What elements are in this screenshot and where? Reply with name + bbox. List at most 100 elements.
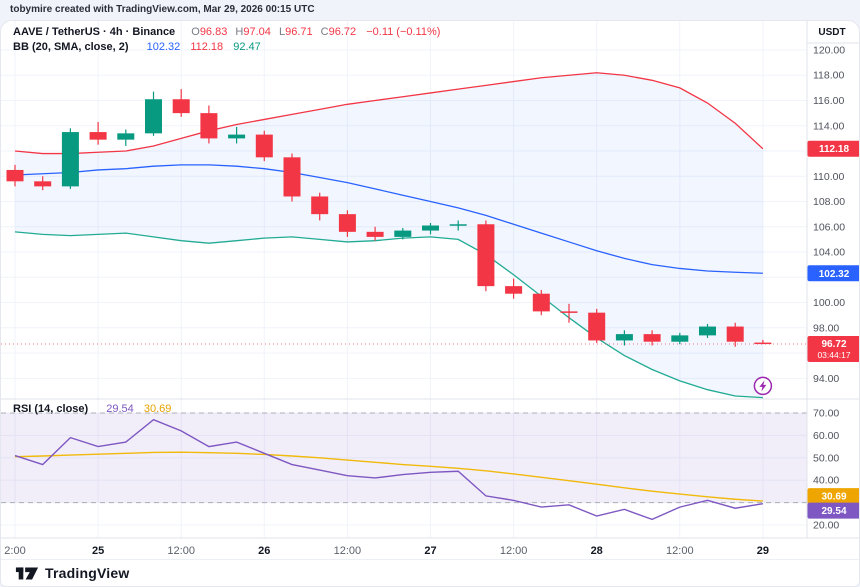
- svg-text:30.69: 30.69: [821, 492, 846, 503]
- time-tick-label: 27: [424, 545, 436, 557]
- candles: [6, 89, 772, 347]
- price-tick-label: 106.00: [813, 221, 845, 233]
- time-tick-label: 12:00: [167, 545, 195, 557]
- chart-card: USDT120.00118.00116.00114.00112.00110.00…: [0, 20, 860, 587]
- time-tick-label: 29: [757, 545, 769, 557]
- price-tick-label: 104.00: [813, 247, 845, 259]
- candle-body: [338, 214, 356, 232]
- time-tick-label: 12:00: [500, 545, 528, 557]
- price-tick-label: 110.00: [813, 171, 844, 183]
- bb-title[interactable]: BB (20, SMA, close, 2): [13, 41, 129, 53]
- bb-lower-value: 92.47: [233, 41, 261, 53]
- rsi-ma-line: [14, 451, 763, 502]
- bb-basis-value: 102.32: [146, 41, 181, 53]
- candle-body: [6, 169, 24, 182]
- change-value: −0.11 (−0.11%): [366, 26, 441, 38]
- bb-basis-line: [14, 164, 763, 274]
- bb-legend: BB (20, SMA, close, 2) 102.32 112.18 92.…: [13, 41, 261, 53]
- brand-name[interactable]: TradingView: [45, 565, 130, 581]
- rsi-band-fill: [1, 412, 807, 503]
- bb-lower-line: [14, 231, 763, 399]
- candle-body: [394, 230, 412, 237]
- time-axis[interactable]: 2:00 25 12:00 26 12:00 27 12:00 28 12:00 29: [4, 545, 769, 557]
- time-tick-label: 12:00: [666, 545, 694, 557]
- time-tick-label: 2:00: [4, 545, 25, 557]
- price-tick-label: 116.00: [813, 95, 844, 107]
- rsi-ma-value: 30.69: [143, 403, 172, 415]
- low-value: 96.71: [285, 26, 313, 38]
- candle-body: [532, 293, 550, 312]
- price-tick-label: 114.00: [813, 120, 844, 132]
- candle-body: [671, 335, 689, 342]
- time-tick-label: 28: [591, 545, 603, 557]
- axis-unit-label: USDT: [818, 27, 845, 38]
- candle-body: [560, 311, 578, 313]
- open-value: 96.83: [199, 26, 228, 38]
- price-tick-label: 100.00: [813, 297, 845, 309]
- candle-body: [89, 132, 107, 140]
- rsi-legend: RSI (14, close) 29.54 30.69: [13, 403, 171, 415]
- candle-body: [422, 225, 439, 231]
- rsi-tick-label: 50.00: [813, 452, 839, 464]
- candle-body: [228, 134, 246, 139]
- lightning-marker-icon[interactable]: [753, 376, 773, 396]
- candle-body: [61, 132, 79, 187]
- rsi-ma-badge: 30.69: [807, 488, 859, 505]
- rsi-title[interactable]: RSI (14, close): [13, 403, 89, 415]
- open-label: O: [191, 26, 200, 38]
- candle-body: [505, 286, 523, 294]
- high-value: 97.04: [243, 26, 271, 38]
- candle-body: [117, 133, 135, 140]
- candle-body: [615, 334, 633, 341]
- svg-text:112.18: 112.18: [819, 144, 849, 155]
- close-value: 96.72: [328, 26, 357, 38]
- symbol-title[interactable]: AAVE / TetherUS · 4h · Binance: [13, 26, 176, 38]
- price-tick-label: 98.00: [813, 322, 839, 334]
- svg-text:03:44:17: 03:44:17: [817, 350, 850, 360]
- chart-canvas[interactable]: USDT120.00118.00116.00114.00112.00110.00…: [1, 21, 860, 561]
- bb-upper-value: 112.18: [190, 41, 224, 53]
- candle-body: [255, 134, 273, 158]
- bb-upper-price-badge: 112.18: [807, 140, 859, 157]
- candle-body: [588, 312, 606, 341]
- rsi-line: [14, 418, 764, 521]
- candle-body: [726, 326, 744, 342]
- svg-text:102.32: 102.32: [819, 269, 850, 280]
- candle-body: [699, 326, 716, 336]
- rsi-tick-label: 70.00: [813, 407, 839, 419]
- price-tick-label: 94.00: [813, 373, 839, 385]
- candle-body: [754, 342, 772, 345]
- rsi-tick-label: 40.00: [813, 475, 839, 487]
- price-tick-label: 120.00: [813, 44, 845, 56]
- bb-upper-line: [14, 72, 764, 155]
- candle-body: [34, 181, 52, 187]
- price-tick-label: 108.00: [813, 196, 845, 208]
- candle-body: [477, 224, 495, 287]
- bb-fill: [15, 72, 763, 398]
- candle-body: [449, 224, 467, 226]
- time-tick-label: 26: [258, 545, 270, 557]
- rsi-value: 29.54: [106, 403, 134, 415]
- bb-basis-price-badge: 102.32: [807, 265, 859, 282]
- candle-body: [366, 231, 384, 237]
- tradingview-logo-icon[interactable]: [15, 564, 39, 582]
- time-tick-label: 12:00: [334, 545, 362, 557]
- symbol-legend: AAVE / TetherUS · 4h · Binance O96.83 H9…: [13, 26, 440, 38]
- time-tick-label: 25: [92, 545, 104, 557]
- candle-body: [643, 334, 661, 342]
- rsi-tick-label: 20.00: [813, 520, 839, 532]
- low-label: L: [278, 26, 286, 38]
- svg-text:29.54: 29.54: [821, 506, 846, 517]
- svg-text:96.72: 96.72: [821, 339, 846, 350]
- candle-body: [311, 196, 329, 215]
- rsi-tick-label: 60.00: [813, 430, 839, 442]
- watermark-text: tobymire created with TradingView.com, M…: [10, 4, 315, 15]
- grid-lines: [1, 21, 807, 538]
- candle-body: [283, 157, 301, 197]
- candle-body: [200, 113, 218, 139]
- price-tick-label: 118.00: [813, 70, 844, 82]
- footer-bar: TradingView: [1, 559, 859, 586]
- rsi-value-badge: 29.54: [807, 502, 859, 519]
